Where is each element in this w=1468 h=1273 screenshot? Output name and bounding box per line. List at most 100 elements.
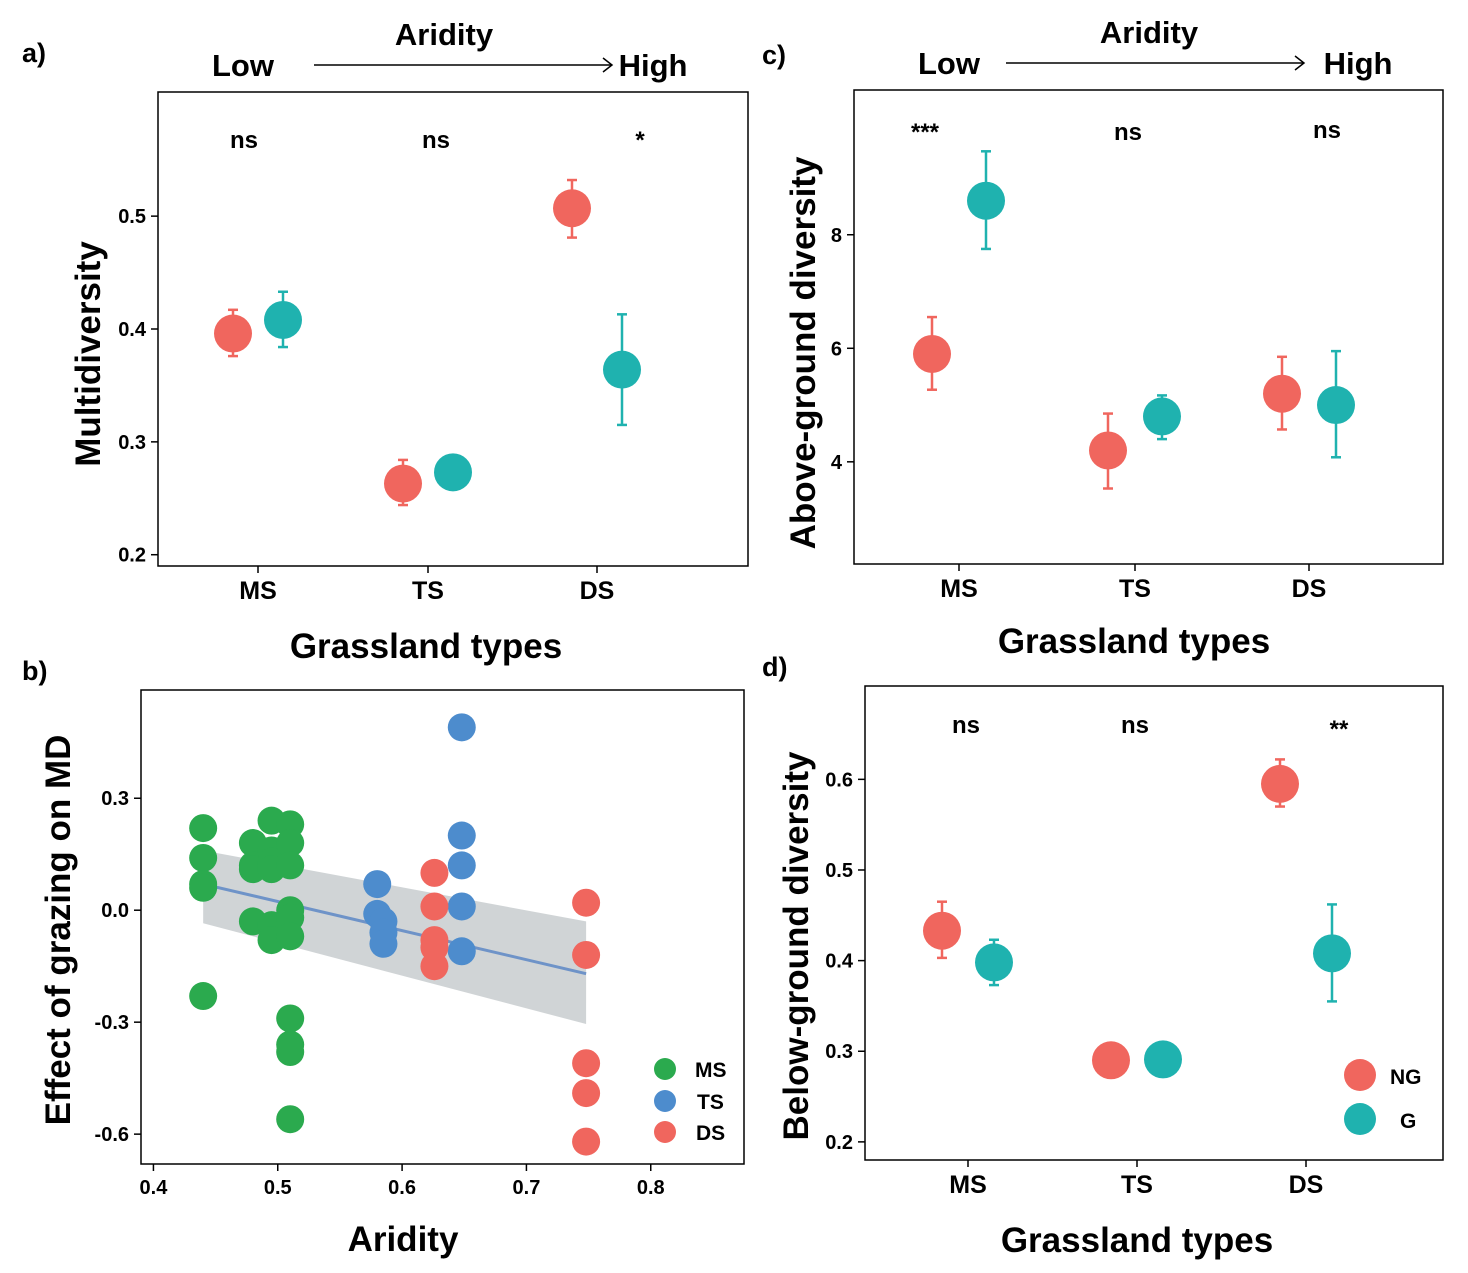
- panel-d-y-axis: 0.2 0.3 0.4 0.5 0.6: [825, 769, 865, 1154]
- y-tick-label: 4: [831, 452, 843, 474]
- panel-b-x-axis-title: Aridity: [348, 1220, 459, 1259]
- point-ts: [447, 937, 476, 966]
- panel-c-x-axis-title: Grassland types: [998, 622, 1270, 661]
- point-ds: [420, 892, 449, 921]
- panel-d-plot-frame: [864, 685, 1444, 1161]
- y-tick-label: 0.6: [825, 769, 853, 791]
- y-tick-label: 0.3: [101, 788, 129, 810]
- x-tick-label: TS: [412, 577, 444, 605]
- point-g-ds: [603, 350, 641, 389]
- point-g-ts: [434, 453, 472, 492]
- panel-d: d) 0.20.30.40.50.6 MS TS DS ns ns ** NG G …: [762, 652, 1444, 1260]
- panel-c-y-axis-title: Above-ground diversity: [784, 156, 823, 549]
- panel-a-aridity-title: Aridity: [395, 17, 494, 52]
- point-ms: [189, 982, 218, 1011]
- legend-label-ds: DS: [696, 1122, 725, 1145]
- x-tick-label: DS: [1292, 575, 1327, 603]
- legend-swatch-ts: [654, 1090, 676, 1112]
- point-ts: [447, 713, 476, 742]
- legend-label-ts: TS: [697, 1091, 724, 1114]
- panel-b-axes: -0.6 -0.3 0.0 0.3 0.4 0.5 0.6 0.7 0.8: [95, 788, 665, 1199]
- x-tick-label: 0.8: [637, 1177, 665, 1199]
- y-tick-label: -0.6: [95, 1124, 129, 1146]
- x-tick-label: 0.7: [513, 1177, 541, 1199]
- legend-swatch-ng: [1344, 1059, 1376, 1091]
- panel-a-y-axis: 0.2 0.3 0.4 0.5: [118, 206, 158, 567]
- panel-c-label: c): [762, 40, 786, 70]
- panel-c-marks: [913, 150, 1355, 490]
- point-ts: [447, 892, 476, 921]
- panel-d-x-axis: MS TS DS: [949, 1160, 1323, 1199]
- point-ts: [369, 929, 398, 958]
- panel-c-x-axis: MS TS DS: [940, 564, 1326, 603]
- point-ms: [189, 843, 218, 872]
- point-ng-ts: [1092, 1041, 1130, 1080]
- panel-a-x-axis-title: Grassland types: [290, 627, 562, 666]
- panel-c: c) Aridity Low High 4 6 8 MS TS DS *** ns ns…: [762, 15, 1444, 661]
- point-ng-ts: [1089, 431, 1127, 470]
- y-tick-label: 0.5: [825, 860, 853, 882]
- point-g-ts: [1144, 1040, 1182, 1079]
- y-tick-label: -0.3: [95, 1012, 129, 1034]
- point-ng-ms: [214, 314, 252, 353]
- point-ms: [276, 851, 305, 880]
- y-tick-label: 0.4: [118, 319, 147, 341]
- panel-c-aridity-low: Low: [918, 46, 981, 81]
- panel-d-marks: [923, 758, 1351, 1080]
- point-ds: [572, 888, 601, 917]
- point-ng-ds: [1261, 764, 1299, 803]
- panel-d-sig-ms: ns: [952, 712, 980, 739]
- point-ms: [189, 873, 218, 902]
- point-ds: [420, 858, 449, 887]
- panel-b-label: b): [22, 656, 47, 686]
- point-ms: [276, 1105, 305, 1134]
- point-ms: [276, 829, 305, 858]
- point-ng-ds: [553, 189, 591, 228]
- panel-a-label: a): [22, 38, 46, 68]
- panel-d-legend: NG G: [1344, 1059, 1422, 1135]
- point-ng-ms: [923, 911, 961, 950]
- y-tick-label: 0.2: [825, 1132, 853, 1154]
- panel-b: b) -0.6 -0.3 0.0 0.3 0.4 0.5 0.6 0.7 0.8 MS TS D…: [22, 656, 745, 1259]
- legend-label-ng: NG: [1390, 1066, 1422, 1089]
- point-ms: [189, 814, 218, 843]
- panel-a-sig-ts: ns: [422, 127, 450, 154]
- legend-swatch-g: [1344, 1103, 1376, 1135]
- panel-c-sig-ts: ns: [1114, 119, 1142, 146]
- point-g-ts: [1143, 397, 1181, 436]
- x-tick-label: TS: [1121, 1171, 1153, 1199]
- y-tick-label: 8: [831, 225, 842, 247]
- x-tick-label: MS: [940, 575, 978, 603]
- panel-b-legend: MS TS DS: [654, 1058, 727, 1145]
- point-g-ds: [1317, 386, 1355, 425]
- panel-b-marks: [189, 713, 601, 1156]
- point-g-ds: [1313, 934, 1351, 973]
- panel-a-marks: [214, 178, 641, 507]
- x-tick-label: 0.6: [388, 1177, 416, 1199]
- y-tick-label: 6: [831, 338, 842, 360]
- panel-d-y-axis-title: Below-ground diversity: [777, 751, 816, 1140]
- panel-d-x-axis-title: Grassland types: [1001, 1221, 1273, 1260]
- point-g-ms: [975, 943, 1013, 982]
- y-tick-label: 0.3: [825, 1041, 853, 1063]
- panel-b-y-axis-title: Effect of grazing on MD: [39, 735, 78, 1126]
- legend-label-ms: MS: [695, 1059, 727, 1082]
- y-tick-label: 0.2: [118, 545, 146, 567]
- panel-a-aridity-high: High: [619, 48, 688, 83]
- point-ts: [447, 821, 476, 850]
- panel-d-label: d): [762, 652, 787, 682]
- panel-a-aridity-arrowhead: [602, 57, 614, 73]
- point-ds: [572, 1127, 601, 1156]
- panel-c-sig-ms: ***: [911, 119, 940, 146]
- panel-c-plot-frame: [853, 89, 1444, 565]
- point-ds: [572, 940, 601, 969]
- y-tick-label: 0.3: [118, 432, 146, 454]
- panel-c-aridity-title: Aridity: [1100, 15, 1199, 50]
- y-tick-label: 0.4: [825, 951, 854, 973]
- legend-swatch-ms: [654, 1058, 676, 1080]
- x-tick-label: DS: [1289, 1171, 1324, 1199]
- x-tick-label: MS: [239, 577, 277, 605]
- panel-a-sig-ds: *: [635, 127, 645, 154]
- panel-c-sig-ds: ns: [1313, 117, 1341, 144]
- panel-c-y-axis: 4 6 8: [831, 225, 854, 474]
